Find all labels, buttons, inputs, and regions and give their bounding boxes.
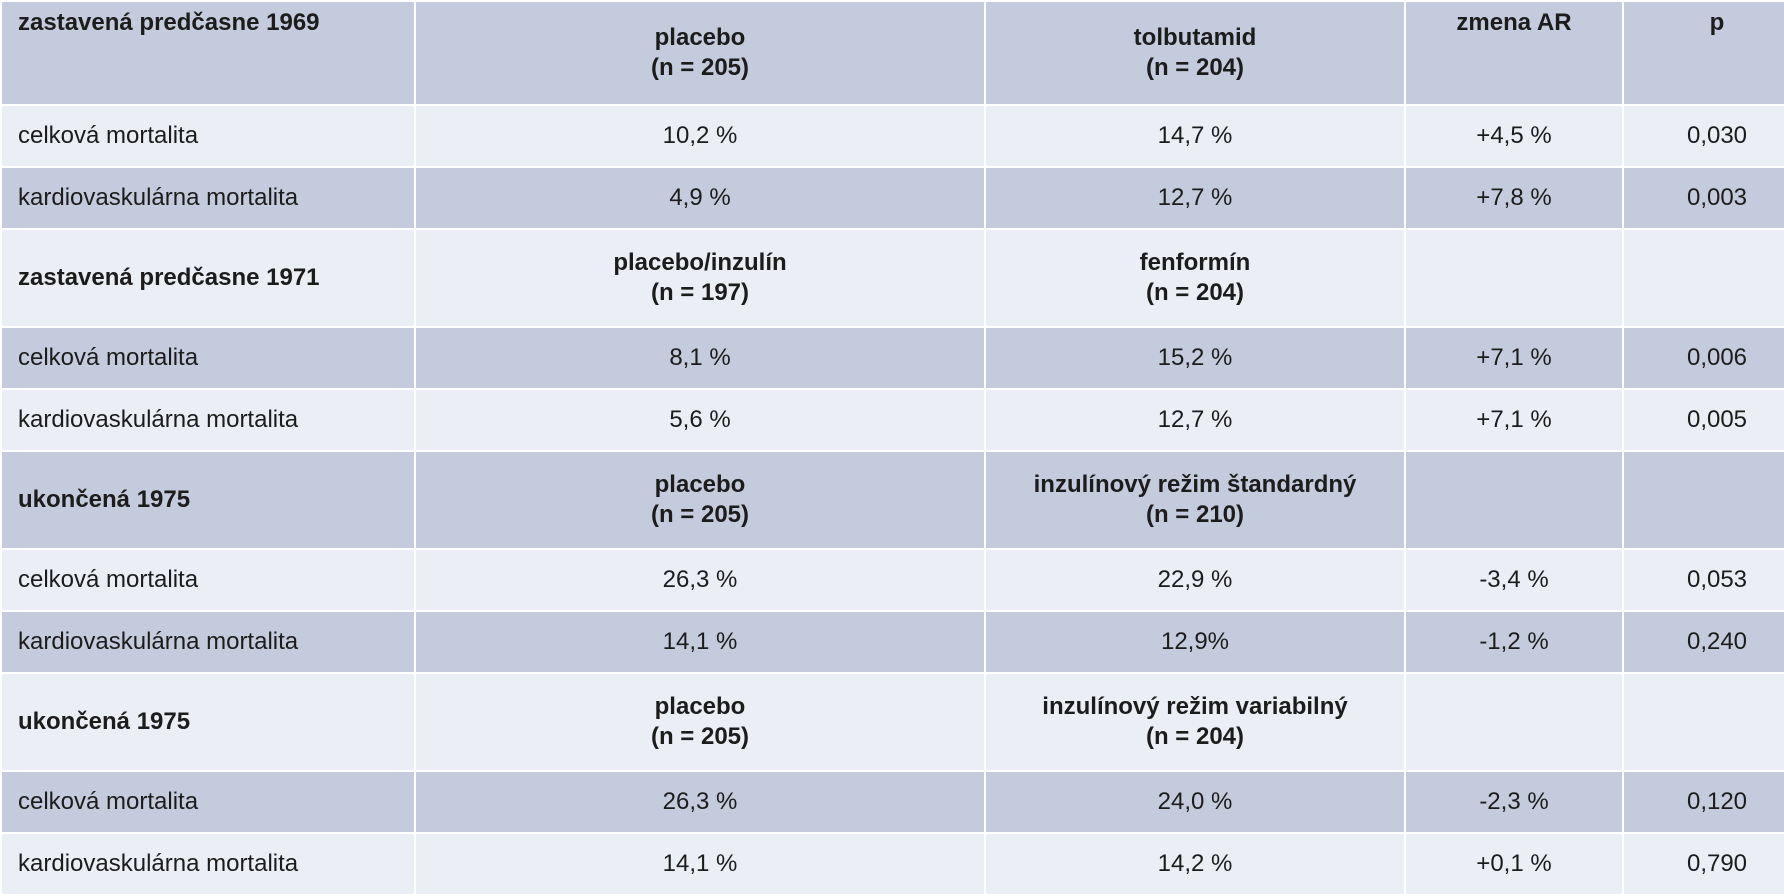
group-a-n: (n = 205) (650, 501, 750, 528)
group-a-name: placebo/inzulín (613, 249, 787, 276)
group-a-value: 8,1 % (414, 326, 986, 390)
p-value: 0,240 (1622, 610, 1784, 674)
table-row: celková mortalita 26,3 % 24,0 % -2,3 % 0… (0, 770, 1784, 834)
group-a-value: 26,3 % (414, 770, 986, 834)
group-b-n: (n = 210) (1145, 501, 1245, 528)
section-title: zastavená predčasne 1971 (0, 228, 416, 328)
p-value: 0,003 (1622, 166, 1784, 230)
group-b-name: fenformín (1139, 249, 1251, 276)
section-title: zastavená predčasne 1969 (0, 0, 416, 106)
group-b-value: 22,9 % (984, 548, 1406, 612)
group-b-header: inzulínový režim štandardný (n = 210) (984, 450, 1406, 550)
group-a-value: 5,6 % (414, 388, 986, 452)
table-row: kardiovaskulárna mortalita 5,6 % 12,7 % … (0, 388, 1784, 452)
group-a-header: placebo/inzulín (n = 197) (414, 228, 986, 328)
table-row: kardiovaskulárna mortalita 14,1 % 14,2 %… (0, 832, 1784, 896)
column-header-p (1622, 672, 1784, 772)
column-header-p (1622, 228, 1784, 328)
group-b-n: (n = 204) (1145, 279, 1245, 306)
group-a-header: placebo (n = 205) (414, 450, 986, 550)
group-b-header: tolbutamid (n = 204) (984, 0, 1406, 106)
p-value: 0,030 (1622, 104, 1784, 168)
column-header-p (1622, 450, 1784, 550)
section-header-1969: zastavená predčasne 1969 placebo (n = 20… (0, 0, 1784, 106)
row-label: kardiovaskulárna mortalita (0, 388, 416, 452)
table-row: celková mortalita 26,3 % 22,9 % -3,4 % 0… (0, 548, 1784, 612)
group-a-header: placebo (n = 205) (414, 672, 986, 772)
group-b-value: 14,7 % (984, 104, 1406, 168)
ar-change-value: +4,5 % (1404, 104, 1624, 168)
ar-change-value: +7,1 % (1404, 388, 1624, 452)
ar-change-value: -1,2 % (1404, 610, 1624, 674)
group-b-name: inzulínový režim štandardný (1033, 471, 1357, 498)
ar-change-value: +0,1 % (1404, 832, 1624, 896)
table-row: celková mortalita 8,1 % 15,2 % +7,1 % 0,… (0, 326, 1784, 390)
p-value: 0,053 (1622, 548, 1784, 612)
group-a-value: 26,3 % (414, 548, 986, 612)
table-row: kardiovaskulárna mortalita 4,9 % 12,7 % … (0, 166, 1784, 230)
group-b-n: (n = 204) (1145, 723, 1245, 750)
group-b-value: 12,9% (984, 610, 1406, 674)
table-row: celková mortalita 10,2 % 14,7 % +4,5 % 0… (0, 104, 1784, 168)
p-value: 0,005 (1622, 388, 1784, 452)
group-b-name: tolbutamid (1133, 24, 1257, 51)
group-a-name: placebo (654, 24, 746, 51)
group-b-header: inzulínový režim variabilný (n = 204) (984, 672, 1406, 772)
p-value: 0,790 (1622, 832, 1784, 896)
section-header-1975-standard: ukončená 1975 placebo (n = 205) inzulíno… (0, 450, 1784, 550)
group-a-n: (n = 205) (650, 723, 750, 750)
row-label: celková mortalita (0, 770, 416, 834)
group-b-value: 24,0 % (984, 770, 1406, 834)
group-a-value: 14,1 % (414, 610, 986, 674)
section-title: ukončená 1975 (0, 672, 416, 772)
group-a-value: 14,1 % (414, 832, 986, 896)
table-row: kardiovaskulárna mortalita 14,1 % 12,9% … (0, 610, 1784, 674)
group-b-header: fenformín (n = 204) (984, 228, 1406, 328)
group-b-n: (n = 204) (1145, 54, 1245, 81)
group-a-name: placebo (654, 471, 746, 498)
group-b-value: 12,7 % (984, 166, 1406, 230)
group-a-header: placebo (n = 205) (414, 0, 986, 106)
section-title: ukončená 1975 (0, 450, 416, 550)
row-label: kardiovaskulárna mortalita (0, 832, 416, 896)
ar-change-value: -3,4 % (1404, 548, 1624, 612)
column-header-p: p (1622, 0, 1784, 106)
p-value: 0,006 (1622, 326, 1784, 390)
group-a-name: placebo (654, 693, 746, 720)
column-header-ar-change (1404, 228, 1624, 328)
group-a-value: 4,9 % (414, 166, 986, 230)
ar-change-value: +7,8 % (1404, 166, 1624, 230)
section-header-1971: zastavená predčasne 1971 placebo/inzulín… (0, 228, 1784, 328)
group-a-n: (n = 197) (650, 279, 750, 306)
group-b-value: 12,7 % (984, 388, 1406, 452)
section-header-1975-variable: ukončená 1975 placebo (n = 205) inzulíno… (0, 672, 1784, 772)
group-a-n: (n = 205) (650, 54, 750, 81)
p-value: 0,120 (1622, 770, 1784, 834)
row-label: kardiovaskulárna mortalita (0, 610, 416, 674)
ar-change-value: +7,1 % (1404, 326, 1624, 390)
row-label: celková mortalita (0, 326, 416, 390)
group-b-name: inzulínový režim variabilný (1042, 693, 1348, 720)
group-b-value: 14,2 % (984, 832, 1406, 896)
ar-change-value: -2,3 % (1404, 770, 1624, 834)
column-header-ar-change: zmena AR (1404, 0, 1624, 106)
row-label: celková mortalita (0, 548, 416, 612)
column-header-ar-change (1404, 450, 1624, 550)
group-a-value: 10,2 % (414, 104, 986, 168)
row-label: kardiovaskulárna mortalita (0, 166, 416, 230)
row-label: celková mortalita (0, 104, 416, 168)
group-b-value: 15,2 % (984, 326, 1406, 390)
column-header-ar-change (1404, 672, 1624, 772)
